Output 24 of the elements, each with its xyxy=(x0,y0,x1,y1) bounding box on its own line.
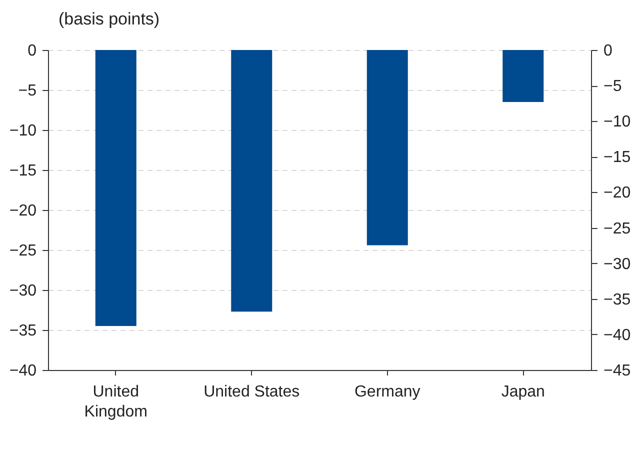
x-tick-label: United Kingdom xyxy=(84,384,148,420)
y2-tick-label: −10 xyxy=(604,114,631,131)
y-tick-label: −20 xyxy=(9,202,37,220)
y-tick-label: −25 xyxy=(9,242,37,260)
y2-tick-label: −15 xyxy=(604,149,631,166)
y2-tick-label: −5 xyxy=(604,78,622,96)
y-tick-label: −15 xyxy=(9,162,37,180)
x-tick-label: United States xyxy=(204,384,300,400)
y-tick-label: −30 xyxy=(9,282,37,300)
y-tick-label: −5 xyxy=(18,82,37,100)
y2-tick-label: −35 xyxy=(604,291,631,308)
y2-tick-label: −20 xyxy=(604,184,631,202)
y2-tick-label: 0 xyxy=(604,42,612,60)
y-tick-label: −35 xyxy=(9,322,37,340)
y2-tick-label: −25 xyxy=(604,220,631,238)
y2-tick-label: −40 xyxy=(604,326,631,344)
y-axis-title: (basis points) xyxy=(58,10,160,28)
y2-tick-label: −30 xyxy=(604,256,631,273)
y-tick-label: 0 xyxy=(28,42,37,60)
x-tick-label: Germany xyxy=(354,384,420,400)
y2-tick-label: −45 xyxy=(604,362,631,380)
y-tick-label: −10 xyxy=(9,122,37,140)
y-tick-label: −40 xyxy=(9,362,37,380)
x-tick-label: Japan xyxy=(501,384,545,400)
